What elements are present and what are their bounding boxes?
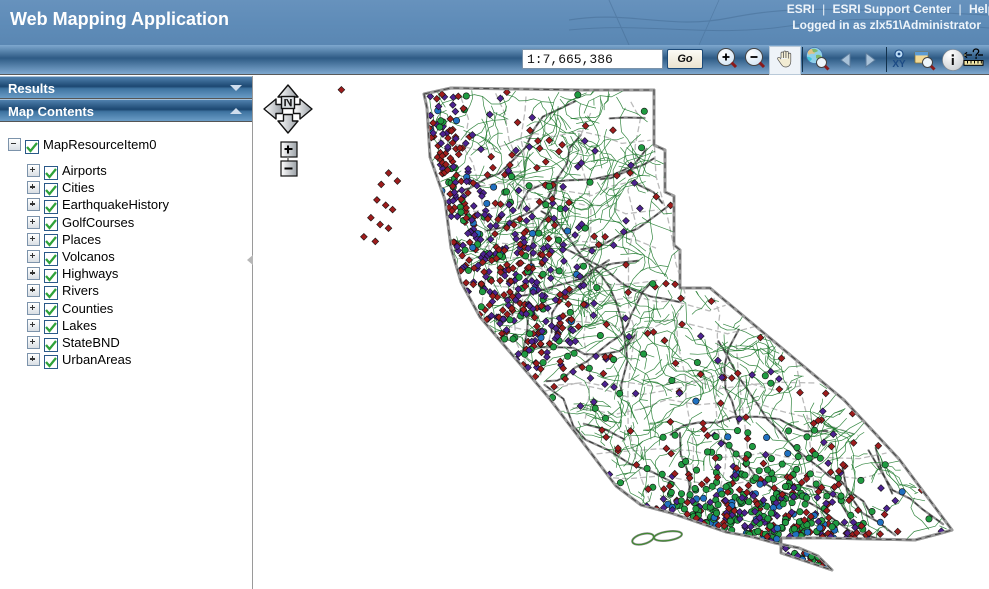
svg-text:XY: XY bbox=[892, 59, 906, 70]
